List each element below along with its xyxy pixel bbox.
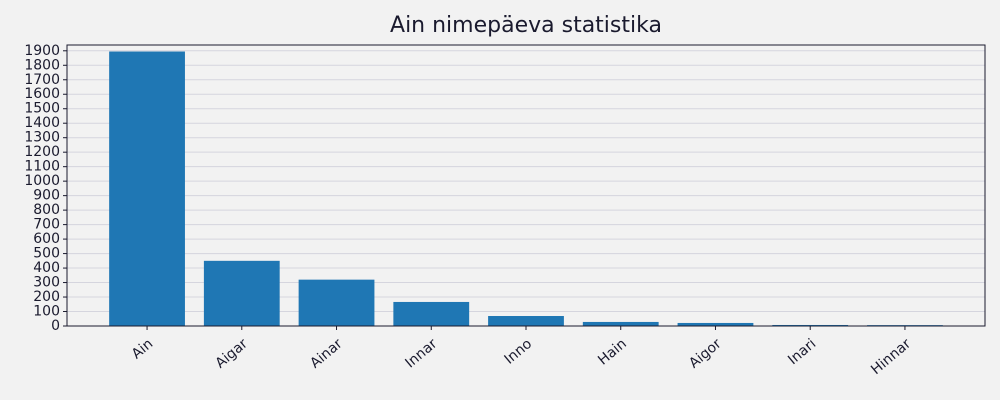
- y-tick-label: 1800: [24, 57, 60, 73]
- bar: [109, 51, 185, 327]
- y-tick-label: 1400: [24, 115, 60, 131]
- y-tick-label: 700: [33, 217, 60, 233]
- y-tick-label: 0: [51, 318, 60, 334]
- y-tick-label: 1700: [24, 72, 60, 88]
- bar: [582, 321, 659, 326]
- bar: [488, 316, 564, 326]
- y-tick-label: 1600: [24, 86, 60, 102]
- y-tick-label: 1000: [24, 173, 60, 189]
- bar: [772, 324, 849, 326]
- y-tick-label: 400: [33, 260, 60, 276]
- bar: [677, 322, 754, 326]
- y-tick-label: 300: [33, 275, 60, 291]
- y-tick-label: 500: [33, 246, 60, 262]
- y-tick-label: 600: [33, 231, 60, 247]
- bar: [393, 301, 470, 326]
- y-tick-label: 900: [33, 188, 60, 204]
- y-tick-label: 1100: [24, 159, 60, 175]
- y-tick-label: 800: [33, 202, 60, 218]
- bar: [203, 260, 280, 326]
- y-tick-label: 1300: [24, 130, 60, 146]
- y-tick-label: 1900: [24, 43, 60, 59]
- y-tick-label: 1500: [24, 101, 60, 117]
- chart-title: Ain nimepäeva statistika: [390, 13, 662, 38]
- bar: [298, 279, 375, 326]
- y-tick-label: 1200: [24, 144, 60, 160]
- y-tick-label: 100: [33, 304, 60, 320]
- y-tick-label: 200: [33, 289, 60, 305]
- plot-frame: [66, 44, 986, 327]
